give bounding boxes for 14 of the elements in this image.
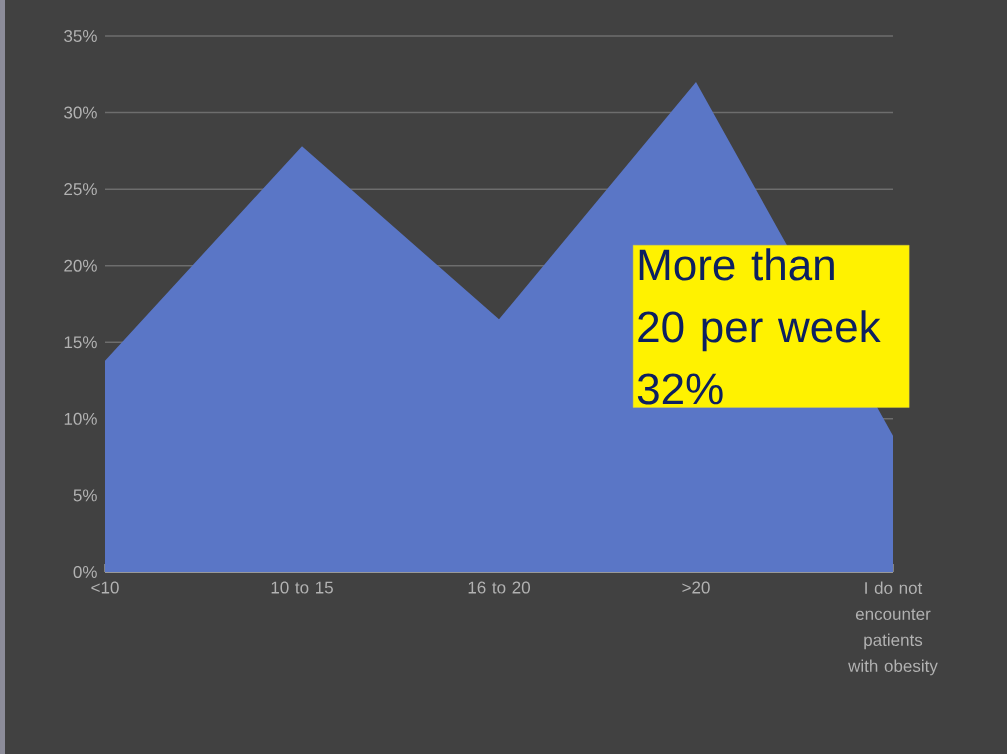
y-tick-label: 30% [64, 106, 97, 119]
y-tick-label: 20% [64, 259, 97, 272]
y-tick-label: 35% [64, 29, 97, 43]
y-tick-label: 15% [64, 336, 97, 349]
y-tick-label: 5% [73, 489, 97, 502]
x-tick-label: >20 [682, 581, 710, 594]
x-tick-label: I do not encounter patients with obesity [848, 581, 938, 676]
annotation: More than 20 per week 32% [637, 248, 881, 405]
x-tick-label: 10 to 15 [271, 581, 333, 594]
y-tick-label: 25% [64, 183, 97, 196]
x-tick-label: 16 to 20 [468, 581, 530, 594]
y-tick-label: 0% [73, 565, 97, 579]
x-tick-label: <10 [91, 581, 119, 594]
y-tick-label: 10% [64, 412, 97, 425]
